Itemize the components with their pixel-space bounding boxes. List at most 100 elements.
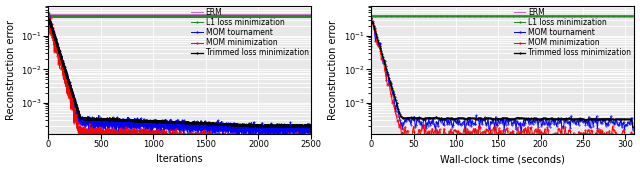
ERM bbox=[397, 14, 404, 16]
ERM bbox=[307, 14, 315, 16]
Trimmed loss minimization bbox=[481, 117, 488, 120]
ERM bbox=[279, 14, 287, 16]
MOM minimization bbox=[45, 16, 52, 19]
MOM tournament bbox=[259, 129, 266, 131]
MOM minimization bbox=[191, 132, 199, 134]
L1 loss minimization bbox=[45, 45, 52, 47]
ERM bbox=[629, 14, 637, 16]
ERM bbox=[438, 14, 446, 16]
L1 loss minimization bbox=[367, 45, 375, 47]
MOM minimization bbox=[482, 136, 490, 138]
MOM minimization bbox=[629, 133, 637, 135]
ERM bbox=[191, 14, 198, 16]
ERM bbox=[607, 14, 615, 16]
Trimmed loss minimization bbox=[449, 118, 457, 120]
Y-axis label: Reconstruction error: Reconstruction error bbox=[6, 20, 15, 120]
Trimmed loss minimization bbox=[269, 125, 276, 127]
L1 loss minimization bbox=[279, 15, 287, 17]
Line: MOM minimization: MOM minimization bbox=[371, 17, 634, 146]
ERM bbox=[147, 14, 154, 16]
Trimmed loss minimization bbox=[367, 16, 375, 19]
Trimmed loss minimization bbox=[259, 125, 266, 127]
X-axis label: Wall-clock time (seconds): Wall-clock time (seconds) bbox=[440, 154, 565, 164]
MOM tournament bbox=[493, 124, 500, 126]
MOM minimization bbox=[279, 137, 287, 139]
MOM tournament bbox=[156, 134, 164, 136]
MOM tournament bbox=[449, 124, 457, 126]
MOM minimization bbox=[307, 142, 315, 144]
MOM minimization bbox=[439, 134, 447, 136]
MOM minimization bbox=[493, 132, 500, 134]
L1 loss minimization bbox=[368, 15, 376, 17]
MOM minimization bbox=[45, 12, 53, 14]
L1 loss minimization bbox=[493, 15, 500, 17]
Line: MOM tournament: MOM tournament bbox=[48, 15, 312, 135]
L1 loss minimization bbox=[439, 15, 447, 17]
L1 loss minimization bbox=[269, 15, 276, 17]
ERM bbox=[481, 14, 488, 16]
MOM minimization bbox=[269, 145, 277, 147]
MOM minimization bbox=[367, 16, 375, 19]
Trimmed loss minimization bbox=[397, 115, 404, 117]
ERM bbox=[492, 14, 500, 16]
L1 loss minimization bbox=[45, 15, 52, 17]
Trimmed loss minimization bbox=[191, 122, 198, 124]
MOM tournament bbox=[45, 14, 52, 16]
Legend: ERM, L1 loss minimization, MOM tournament, MOM minimization, Trimmed loss minimi: ERM, L1 loss minimization, MOM tournamen… bbox=[190, 7, 309, 58]
Trimmed loss minimization bbox=[307, 132, 315, 134]
Trimmed loss minimization bbox=[438, 117, 446, 120]
Y-axis label: Reconstruction error: Reconstruction error bbox=[328, 20, 339, 120]
Trimmed loss minimization bbox=[147, 120, 154, 122]
Trimmed loss minimization bbox=[279, 124, 287, 126]
MOM tournament bbox=[191, 129, 199, 131]
MOM minimization bbox=[397, 127, 404, 129]
MOM tournament bbox=[482, 122, 490, 124]
L1 loss minimization bbox=[482, 15, 490, 17]
Line: Trimmed loss minimization: Trimmed loss minimization bbox=[371, 17, 634, 128]
ERM bbox=[45, 14, 52, 16]
MOM tournament bbox=[629, 129, 637, 131]
Line: MOM minimization: MOM minimization bbox=[48, 12, 312, 146]
Trimmed loss minimization bbox=[629, 126, 637, 129]
MOM minimization bbox=[259, 140, 266, 142]
Line: MOM tournament: MOM tournament bbox=[371, 17, 634, 135]
MOM minimization bbox=[85, 145, 93, 147]
L1 loss minimization bbox=[398, 15, 406, 17]
Trimmed loss minimization bbox=[607, 118, 615, 120]
MOM minimization bbox=[408, 145, 415, 147]
MOM tournament bbox=[438, 119, 446, 121]
ERM bbox=[269, 14, 276, 16]
MOM minimization bbox=[50, 31, 58, 33]
Trimmed loss minimization bbox=[492, 118, 500, 120]
L1 loss minimization bbox=[191, 15, 198, 17]
L1 loss minimization bbox=[259, 15, 266, 17]
MOM tournament bbox=[279, 126, 287, 128]
Line: L1 loss minimization: L1 loss minimization bbox=[48, 16, 312, 46]
MOM tournament bbox=[50, 36, 58, 38]
L1 loss minimization bbox=[147, 15, 154, 17]
MOM tournament bbox=[608, 121, 616, 123]
L1 loss minimization bbox=[451, 15, 458, 17]
MOM tournament bbox=[45, 16, 52, 19]
ERM bbox=[259, 14, 266, 16]
ERM bbox=[449, 14, 457, 16]
Trimmed loss minimization bbox=[50, 33, 58, 35]
MOM minimization bbox=[147, 135, 154, 137]
MOM minimization bbox=[608, 132, 616, 134]
MOM tournament bbox=[269, 132, 277, 134]
L1 loss minimization bbox=[629, 15, 637, 17]
ERM bbox=[50, 14, 58, 16]
Line: Trimmed loss minimization: Trimmed loss minimization bbox=[48, 17, 312, 133]
MOM tournament bbox=[367, 16, 375, 19]
X-axis label: Iterations: Iterations bbox=[156, 154, 203, 164]
Line: L1 loss minimization: L1 loss minimization bbox=[371, 16, 634, 46]
MOM tournament bbox=[397, 124, 404, 126]
L1 loss minimization bbox=[307, 15, 315, 17]
Trimmed loss minimization bbox=[45, 16, 52, 19]
MOM tournament bbox=[461, 134, 469, 136]
MOM minimization bbox=[451, 129, 458, 131]
L1 loss minimization bbox=[50, 15, 58, 17]
MOM tournament bbox=[147, 123, 154, 125]
MOM tournament bbox=[307, 127, 315, 129]
L1 loss minimization bbox=[608, 15, 616, 17]
